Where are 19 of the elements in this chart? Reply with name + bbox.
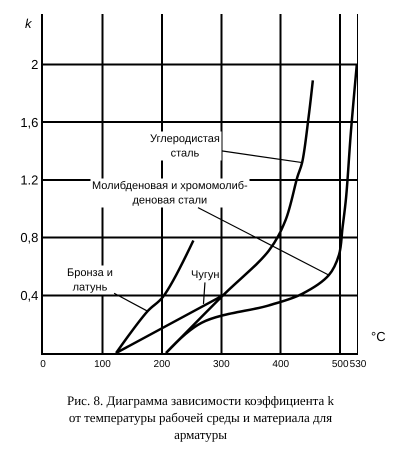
x-tick-label: 500 xyxy=(332,359,349,370)
x-axis-title: °C xyxy=(371,329,386,344)
x-tick-label: 100 xyxy=(94,359,112,370)
annotation: Углеродистая сталь xyxy=(150,133,220,160)
y-tick-label: 1,6 xyxy=(20,114,38,130)
x-tick-label: 0 xyxy=(40,359,46,370)
x-tick-label: 200 xyxy=(154,359,171,370)
y-tick-label: 0,4 xyxy=(20,288,38,303)
annotation: Молибденовая и хромомолиб- деновая стали xyxy=(92,180,248,206)
annotation: Бронза и латунь xyxy=(67,267,113,294)
x-tick-label: 530 xyxy=(350,359,367,370)
y-tick-label: 2 xyxy=(31,57,38,72)
x-tick-label: 400 xyxy=(272,359,290,370)
x-tick-label: 300 xyxy=(212,359,230,370)
annotation: Чугун xyxy=(191,269,220,281)
y-axis-title: k xyxy=(25,16,33,31)
text: Рис. 8. Диаграмма зависимости коэффициента k от температуры рабочей среды и материала для арматуры xyxy=(67,393,335,442)
y-tick-label: 0,8 xyxy=(20,230,38,246)
y-tick-label: 1.2 xyxy=(20,172,38,188)
